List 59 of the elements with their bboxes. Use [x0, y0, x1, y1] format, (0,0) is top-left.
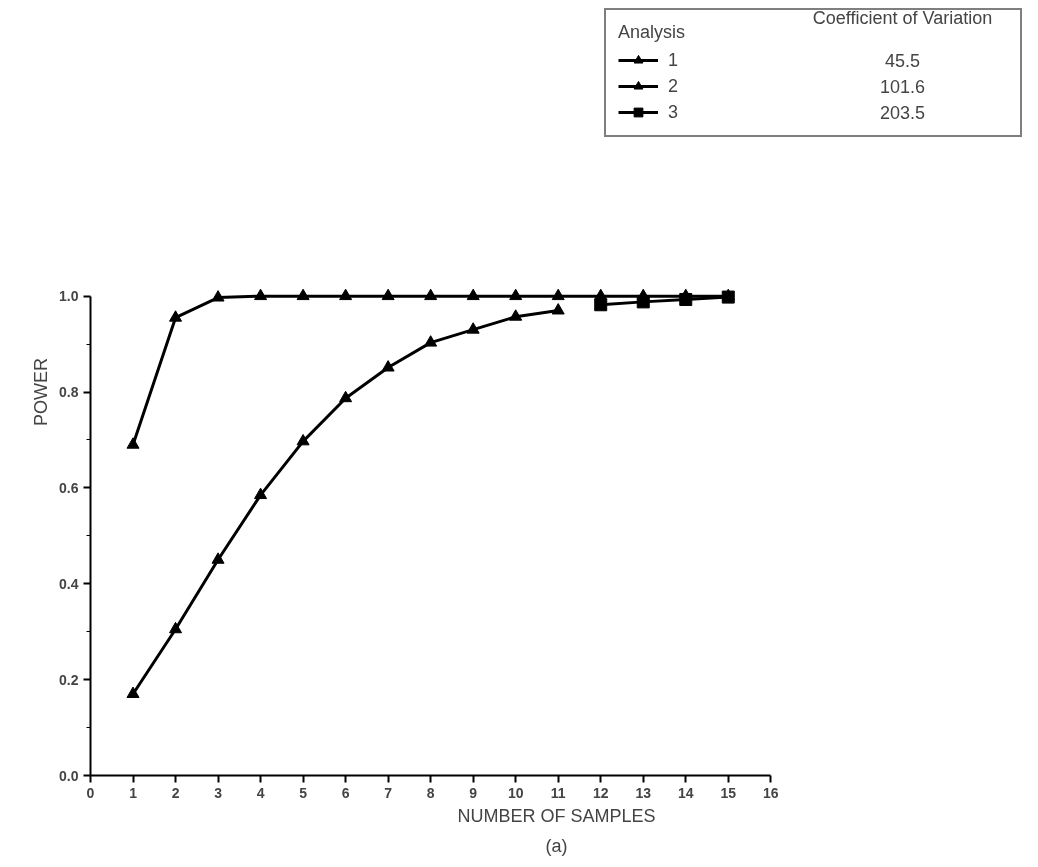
legend-label: 2 [668, 75, 679, 96]
x-tick-label: 11 [550, 784, 566, 801]
x-tick-label: 10 [507, 784, 524, 801]
legend-label: 1 [668, 49, 679, 70]
point [551, 303, 565, 315]
y-tick-label: 0.4 [59, 575, 79, 592]
point [254, 487, 268, 500]
x-tick-label: 12 [592, 784, 609, 801]
y-tick-label: 0.0 [59, 767, 79, 784]
y-tick-label: 0.8 [59, 384, 79, 400]
point [339, 288, 353, 301]
legend-title: Analysis [618, 22, 686, 42]
y-tick-label: 1.0 [59, 288, 79, 305]
x-tick-label: 16 [763, 784, 779, 801]
point [636, 295, 650, 309]
text: 101.6 [879, 77, 926, 97]
x-tick-label: 5 [299, 784, 308, 801]
x-tick-label: 6 [341, 784, 350, 801]
x-tick-label: 14 [677, 784, 694, 801]
point [296, 288, 310, 301]
y-tick-label: 0.6 [59, 479, 79, 496]
x-tick-label: 1 [129, 784, 138, 801]
point [254, 288, 268, 301]
point [211, 290, 225, 302]
text: Coefficient of Variation [812, 7, 993, 28]
y-axis-title: POWER [31, 357, 52, 426]
point [126, 437, 140, 449]
y-tick-label: 0.2 [59, 671, 79, 688]
point [594, 298, 608, 312]
x-tick-label: 13 [635, 784, 652, 801]
point [466, 288, 480, 301]
x-axis-title: NUMBER OF SAMPLES [457, 805, 656, 826]
x-tick-label: 8 [426, 784, 435, 801]
point [424, 288, 438, 301]
point [381, 360, 395, 372]
x-tick-label: 3 [214, 784, 223, 801]
point [169, 310, 183, 322]
point [211, 552, 225, 564]
point [126, 686, 140, 698]
point [679, 292, 693, 306]
x-tick-label: 4 [256, 784, 265, 801]
text: 203.5 [879, 103, 926, 123]
x-tick-label: 9 [469, 784, 478, 801]
point [509, 309, 523, 321]
text: 45.5 [884, 51, 921, 71]
point [381, 288, 395, 301]
x-tick-label: 0 [86, 784, 95, 801]
point [339, 390, 353, 403]
point [466, 322, 480, 334]
x-tick-label: 2 [171, 784, 180, 801]
point [509, 288, 523, 301]
point [169, 621, 183, 634]
point [296, 433, 310, 446]
x-tick-label: 15 [720, 784, 737, 801]
x-tick-label: 7 [384, 784, 393, 801]
text: (a) [545, 835, 568, 856]
point [551, 288, 565, 301]
legend-label: 3 [668, 101, 679, 122]
point [424, 335, 438, 347]
